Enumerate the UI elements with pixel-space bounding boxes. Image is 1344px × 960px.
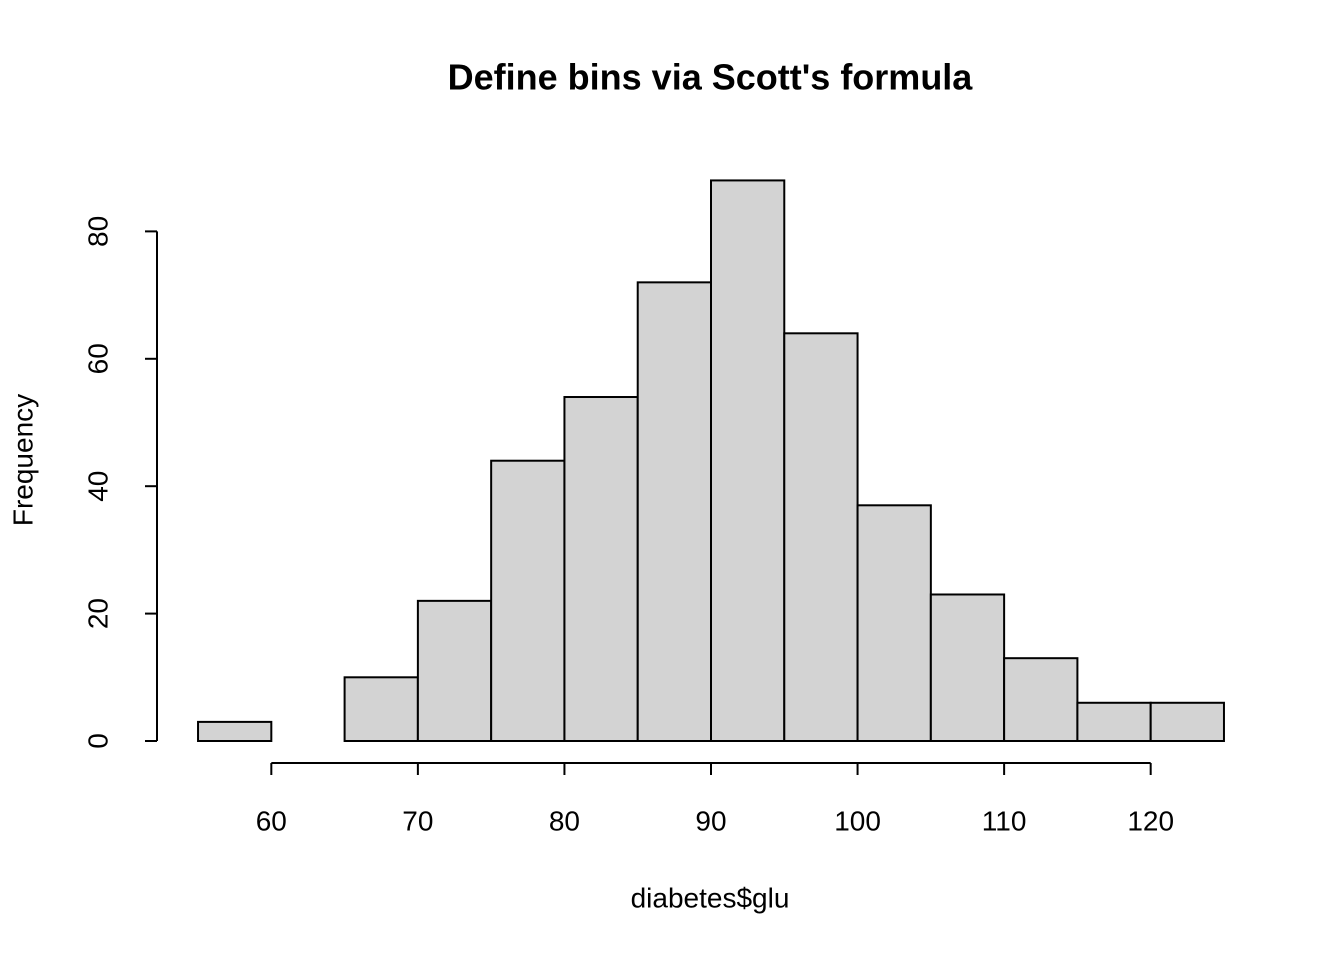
bar	[416, 599, 493, 742]
bar	[856, 504, 932, 742]
x-tick-label: 120	[1127, 805, 1174, 836]
bar	[563, 396, 639, 742]
bar	[710, 179, 786, 742]
y-axis-label: Frequency	[7, 394, 38, 526]
x-tick-label: 100	[834, 805, 881, 836]
x-tick-label: 70	[402, 805, 433, 836]
bar	[636, 281, 713, 742]
y-tick-label: 40	[82, 471, 113, 502]
y-tick-label: 0	[82, 733, 113, 749]
x-tick-label: 60	[256, 805, 287, 836]
x-tick-label: 110	[982, 805, 1027, 836]
bar	[343, 676, 419, 743]
bar	[783, 332, 859, 742]
x-axis-label: diabetes$glu	[631, 882, 790, 913]
bar	[1003, 657, 1079, 742]
y-tick-label: 20	[82, 598, 113, 629]
bar	[1076, 701, 1152, 743]
x-tick-label: 80	[549, 805, 580, 836]
y-tick-label: 80	[82, 216, 113, 247]
x-tick-label: 90	[695, 805, 726, 836]
y-tick-label: 60	[82, 343, 113, 374]
bar	[197, 720, 273, 742]
chart-title: Define bins via Scott's formula	[448, 57, 974, 98]
bar	[490, 459, 566, 742]
bar	[1149, 701, 1225, 743]
bar	[929, 593, 1006, 743]
